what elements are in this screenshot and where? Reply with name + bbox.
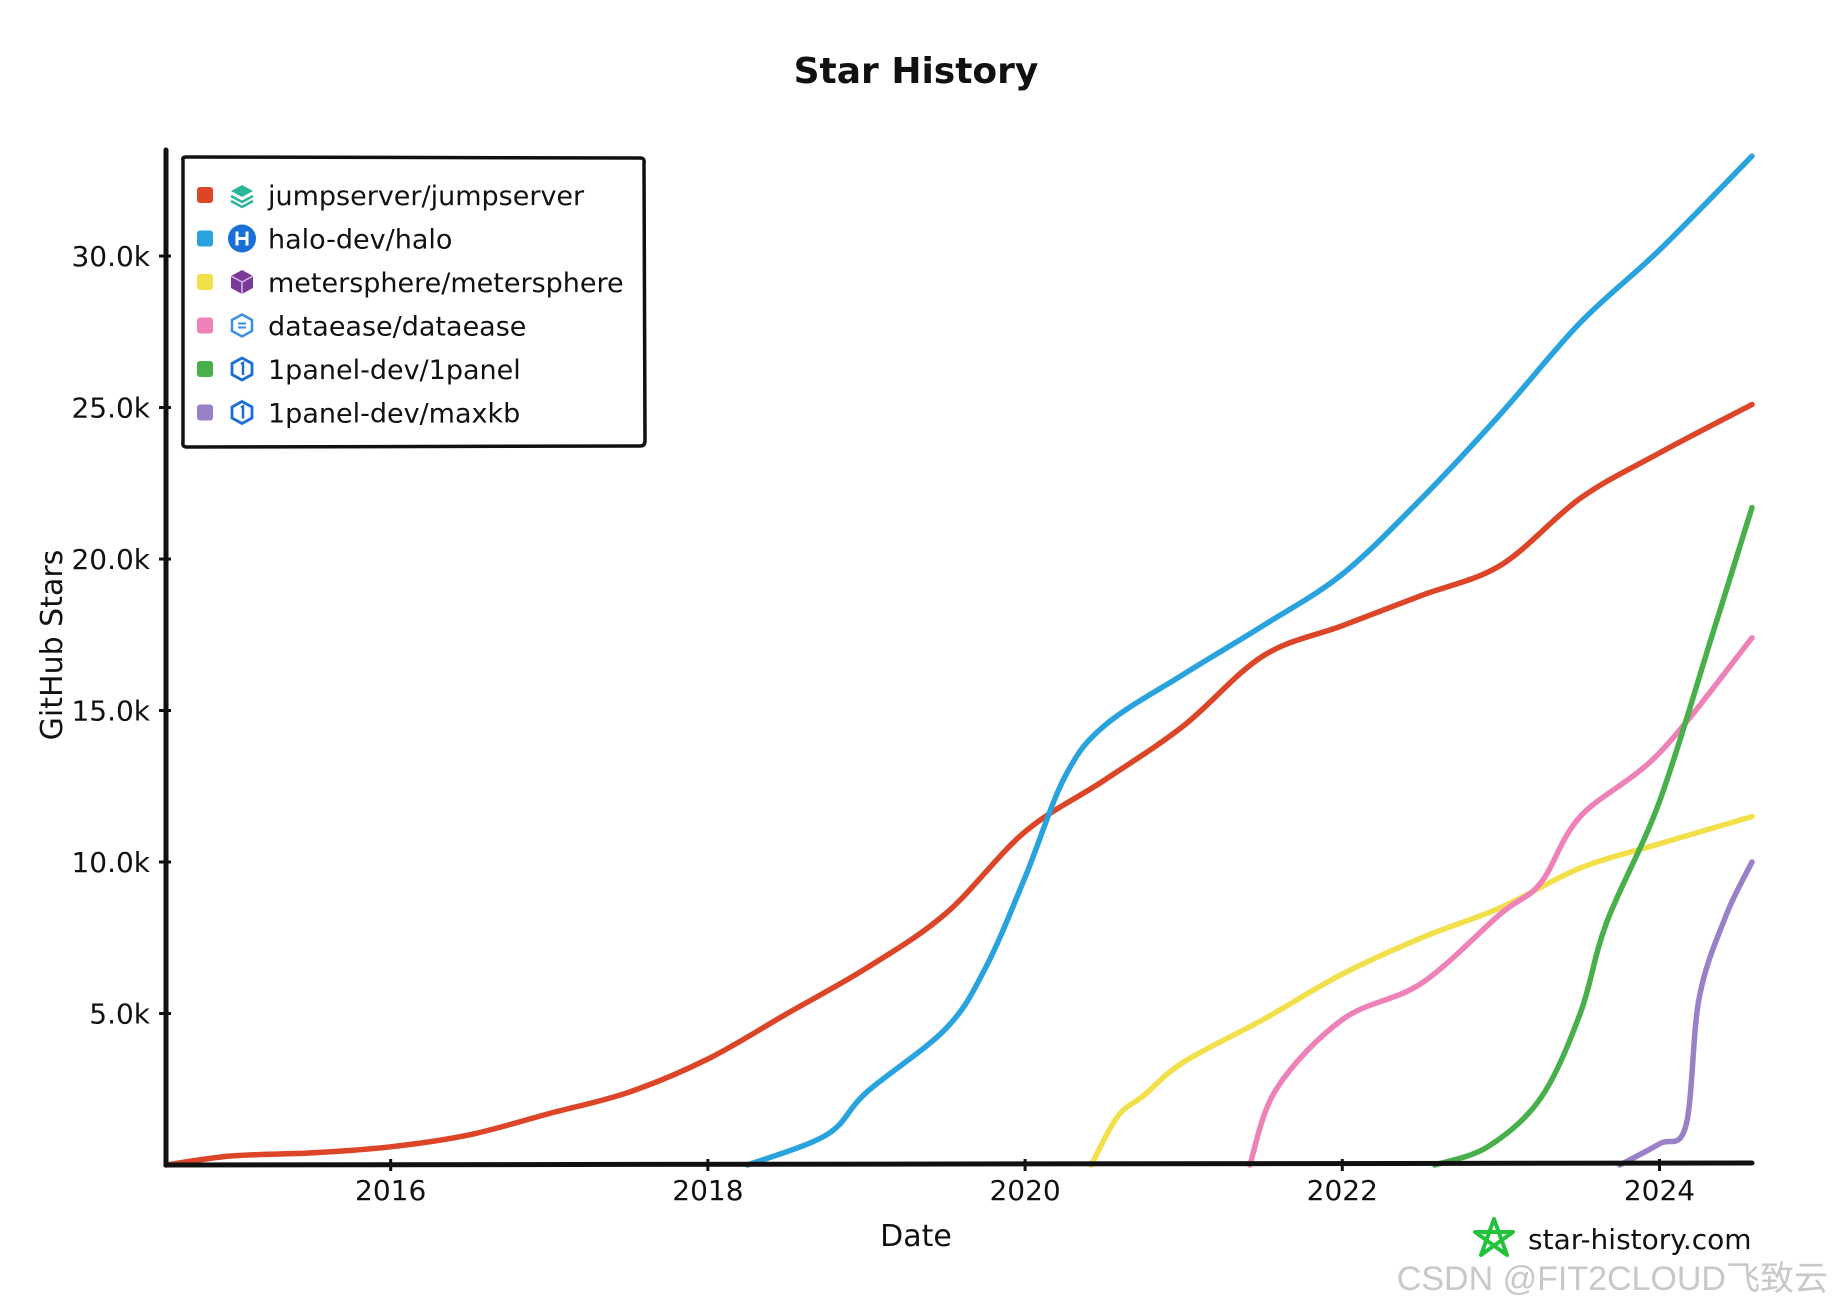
1panel-hex-icon [230, 399, 254, 426]
x-axis-title: Date [880, 1219, 952, 1254]
y-tick-label: 25.0k [71, 392, 150, 425]
legend-item[interactable]: jumpserver/jumpserver [197, 181, 585, 212]
legend-item[interactable]: dataease/dataease [197, 312, 526, 343]
x-tick-label: 2016 [355, 1174, 426, 1207]
y-tick-label: 15.0k [71, 695, 150, 728]
x-tick-label: 2018 [672, 1174, 743, 1207]
legend: jumpserver/jumpserver halo-dev/halo meters… [181, 155, 647, 449]
legend-item[interactable]: 1panel-dev/1panel [197, 355, 521, 386]
series-line-1panel-dev-1panel [1432, 504, 1755, 1168]
legend-item[interactable]: 1panel-dev/maxkb [197, 399, 520, 430]
y-axis-ticks: 5.0k 10.0k 15.0k 20.0k 25.0k 30.0k [71, 240, 171, 1031]
legend-swatch [197, 230, 213, 247]
dataease-hex-icon [230, 313, 254, 338]
series-line-halo-dev-halo [744, 153, 1755, 1168]
legend-item[interactable]: metersphere/metersphere [197, 268, 624, 299]
x-tick-label: 2020 [989, 1174, 1060, 1207]
x-tick-label: 2024 [1624, 1174, 1695, 1207]
legend-swatch [197, 274, 213, 290]
y-tick-label: 10.0k [71, 846, 150, 879]
series-line-dataease-dataease [1247, 635, 1755, 1168]
legend-label: jumpserver/jumpserver [267, 181, 585, 212]
brand-link[interactable]: star-history.com [1528, 1223, 1752, 1256]
x-axis-line [163, 1160, 1755, 1169]
series-layer [163, 153, 1755, 1168]
halo-h-icon [228, 224, 256, 253]
1panel-hex-icon [230, 356, 254, 382]
csdn-watermark: CSDN @FIT2CLOUD飞致云 [1397, 1260, 1828, 1298]
y-tick-label: 20.0k [71, 543, 150, 576]
y-tick-label: 5.0k [89, 998, 151, 1031]
series-line-jumpserver-jumpserver [163, 401, 1755, 1168]
y-tick-label: 30.0k [71, 240, 150, 273]
x-axis-ticks: 2016 2018 2020 2022 2024 [355, 1159, 1695, 1207]
legend-label: 1panel-dev/1panel [268, 355, 521, 386]
star-outline-icon [1473, 1217, 1515, 1257]
legend-swatch [197, 361, 213, 377]
legend-label: metersphere/metersphere [268, 268, 624, 299]
legend-item[interactable]: halo-dev/halo [197, 224, 452, 256]
series-line-metersphere-metersphere [1088, 813, 1755, 1168]
star-history-brand[interactable]: star-history.com [1473, 1217, 1752, 1257]
y-axis-line [162, 147, 169, 1168]
legend-label: 1panel-dev/maxkb [268, 399, 520, 430]
legend-swatch [197, 317, 213, 334]
stack-layers-icon [230, 185, 254, 209]
legend-swatch [197, 187, 213, 203]
legend-swatch [197, 404, 213, 421]
metersphere-cube-icon [230, 270, 254, 294]
legend-label: dataease/dataease [268, 312, 526, 343]
chart-title: Star History [794, 51, 1039, 92]
legend-label: halo-dev/halo [268, 225, 452, 256]
legend-box [181, 155, 647, 449]
series-line-1panel-dev-maxkb [1617, 859, 1755, 1168]
y-axis-title: GitHub Stars [35, 550, 70, 741]
x-tick-label: 2022 [1307, 1174, 1378, 1207]
